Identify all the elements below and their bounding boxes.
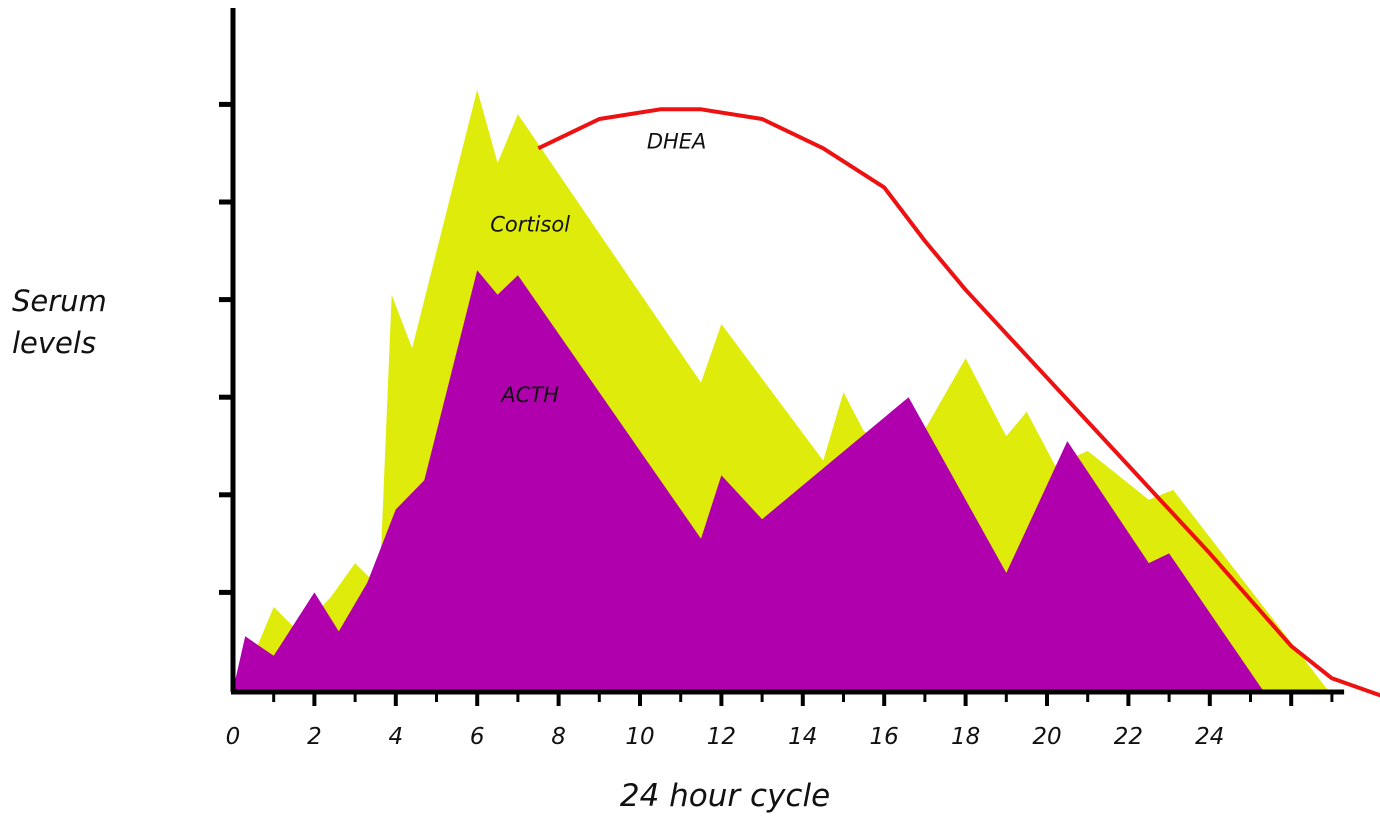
x-tick-label: 6 bbox=[470, 724, 485, 750]
x-tick-label: 10 bbox=[625, 724, 654, 750]
axes: 0 2 4 6 8 10 12 14 16 18 20 22 24 bbox=[219, 8, 1345, 750]
acth-area bbox=[233, 270, 1263, 690]
x-tick-label: 14 bbox=[788, 724, 817, 750]
annotation-label: DHEA bbox=[647, 129, 707, 153]
x-tick-label: 0 bbox=[226, 724, 241, 750]
x-tick-label: 8 bbox=[551, 724, 566, 750]
x-axis-label: 24 hour cycle bbox=[619, 778, 831, 814]
y-axis-label-line1: Serum bbox=[12, 284, 107, 318]
series-areas bbox=[233, 89, 1328, 691]
series-lines bbox=[537, 107, 1380, 698]
x-tick-label: 20 bbox=[1032, 724, 1061, 750]
x-tick-label: 16 bbox=[870, 724, 899, 750]
x-tick-label: 24 bbox=[1195, 724, 1224, 750]
dhea-line bbox=[537, 107, 1380, 698]
x-tick-label: 22 bbox=[1114, 724, 1143, 750]
x-tick-label: 2 bbox=[307, 724, 322, 750]
y-axis-label-line2: levels bbox=[12, 326, 97, 360]
x-tick-label: 4 bbox=[388, 724, 403, 750]
y-axis-label: Serum levels bbox=[12, 280, 107, 364]
x-tick-label: 18 bbox=[951, 724, 980, 750]
annotation-label: ACTH bbox=[499, 383, 559, 407]
annotations: Cortisol ACTH DHEA bbox=[490, 129, 706, 407]
annotation-label: Cortisol bbox=[490, 212, 570, 236]
x-tick-label: 12 bbox=[707, 724, 736, 750]
